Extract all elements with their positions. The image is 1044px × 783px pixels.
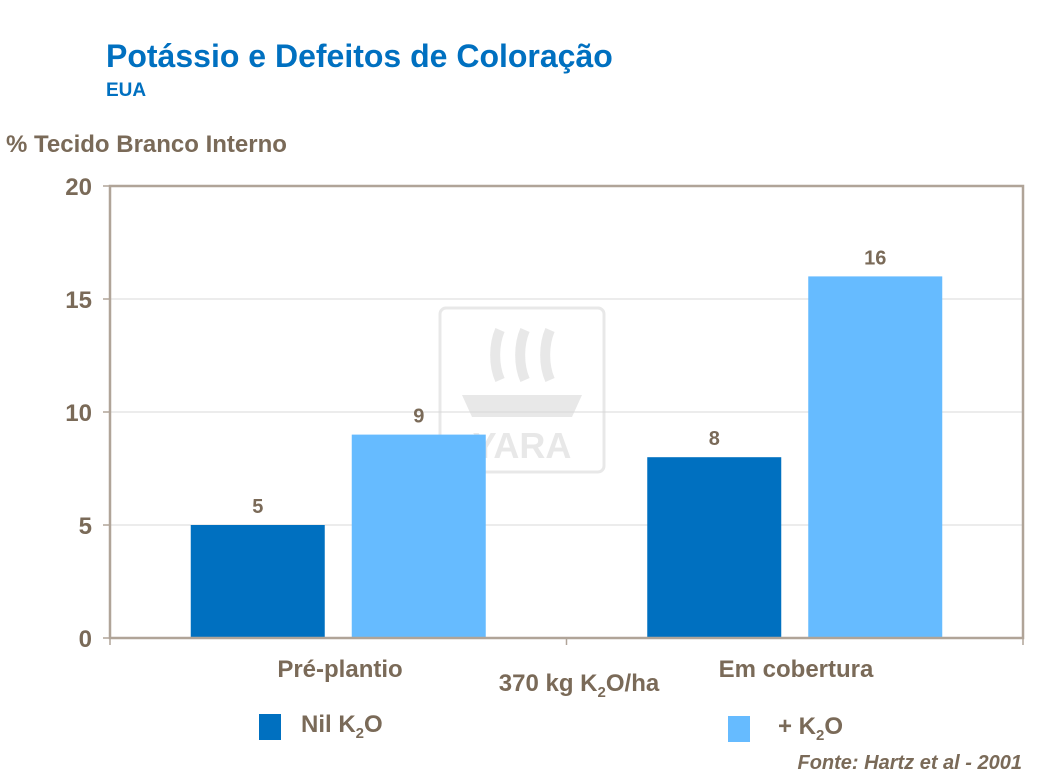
x-axis-label: 370 kg K2O/ha xyxy=(499,670,659,701)
y-tick-label: 10 xyxy=(65,400,92,427)
svg-text:YARA: YARA xyxy=(473,425,572,466)
y-tick-label: 5 xyxy=(79,513,92,540)
y-tick-label: 20 xyxy=(65,174,92,201)
chart-title: Potássio e Defeitos de Coloração xyxy=(106,38,613,74)
watermark-frame xyxy=(438,306,606,474)
data-label: 16 xyxy=(864,247,886,269)
bar xyxy=(190,525,325,638)
subscript: 2 xyxy=(597,684,606,701)
data-label: 8 xyxy=(709,428,720,450)
x-axis-label-text: O/ha xyxy=(605,670,660,697)
data-label: 5 xyxy=(252,496,263,518)
x-axis-label-text: 370 kg K xyxy=(498,670,598,697)
y-tick-label: 15 xyxy=(65,287,92,314)
y-tick-label: 0 xyxy=(79,626,92,653)
bar xyxy=(808,276,943,638)
bar xyxy=(647,457,782,638)
bar xyxy=(351,434,486,638)
chart-subtitle: EUA xyxy=(106,80,147,101)
category-label: Pré-plantio xyxy=(277,656,403,683)
legend-label: Nil K2O xyxy=(301,711,383,742)
legend-item-plus-k2o: + K2O xyxy=(728,713,843,744)
legend-swatch xyxy=(728,715,750,742)
legend-swatch xyxy=(259,713,281,740)
y-axis-label: % Tecido Branco Interno xyxy=(6,131,287,158)
source-note: Fonte: Hartz et al - 2001 xyxy=(797,752,1022,774)
data-label: 9 xyxy=(413,406,424,428)
category-label: Em cobertura xyxy=(718,656,874,683)
legend-label: + K2O xyxy=(778,713,844,744)
legend-item-nil-k2o: Nil K2O xyxy=(259,711,383,742)
